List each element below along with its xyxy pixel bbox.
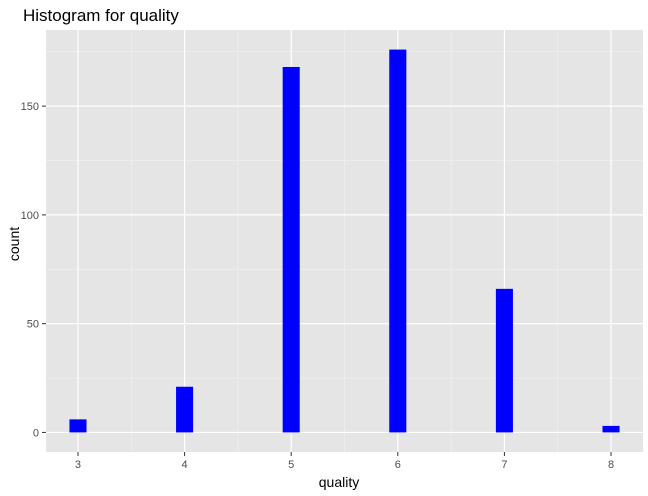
bars-layer [69, 49, 620, 433]
bar-quality-3 [69, 419, 87, 433]
chart-title: Histogram for quality [23, 6, 179, 25]
y-tick-label: 0 [33, 427, 39, 439]
minor-gridlines [46, 30, 643, 452]
y-tick-label: 150 [21, 101, 39, 113]
x-tick-label: 6 [395, 459, 401, 471]
x-axis-title: quality [319, 474, 359, 490]
bar-quality-5 [282, 66, 300, 433]
bar-quality-4 [176, 386, 194, 433]
bar-quality-6 [389, 49, 407, 433]
x-axis: 3 4 5 6 7 8 [75, 452, 614, 471]
x-tick-label: 8 [608, 459, 614, 471]
y-axis-title: count [6, 227, 22, 261]
major-gridlines [46, 30, 643, 452]
y-tick-label: 50 [27, 319, 39, 331]
y-axis: 0 50 100 150 [21, 101, 46, 439]
bar-quality-8 [602, 425, 620, 433]
x-tick-label: 5 [288, 459, 294, 471]
y-tick-label: 100 [21, 210, 39, 222]
x-tick-label: 4 [182, 459, 188, 471]
x-tick-label: 3 [75, 459, 81, 471]
bar-quality-7 [495, 288, 513, 433]
x-tick-label: 7 [501, 459, 507, 471]
